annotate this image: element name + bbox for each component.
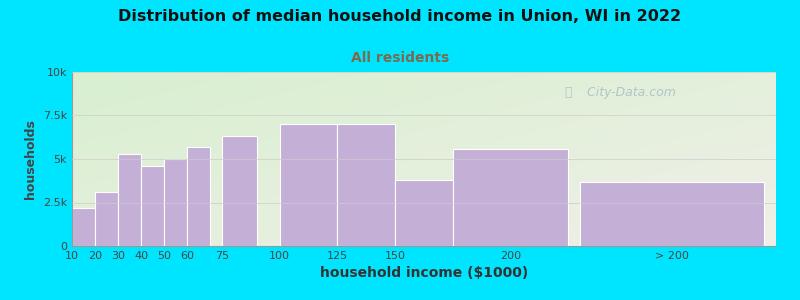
Text: All residents: All residents <box>351 51 449 65</box>
Bar <box>338 124 395 246</box>
Bar <box>118 154 142 246</box>
Y-axis label: households: households <box>24 119 38 199</box>
Bar <box>280 124 338 246</box>
Bar <box>95 192 118 246</box>
Bar <box>72 208 95 246</box>
Text: ⦾: ⦾ <box>565 86 572 99</box>
X-axis label: household income ($1000): household income ($1000) <box>320 266 528 280</box>
Text: City-Data.com: City-Data.com <box>579 86 676 99</box>
Text: Distribution of median household income in Union, WI in 2022: Distribution of median household income … <box>118 9 682 24</box>
Bar <box>222 136 257 246</box>
Bar <box>580 182 765 246</box>
Bar <box>142 166 164 246</box>
Bar <box>164 159 187 246</box>
Bar <box>187 147 210 246</box>
Bar <box>453 148 568 246</box>
Bar <box>395 180 453 246</box>
